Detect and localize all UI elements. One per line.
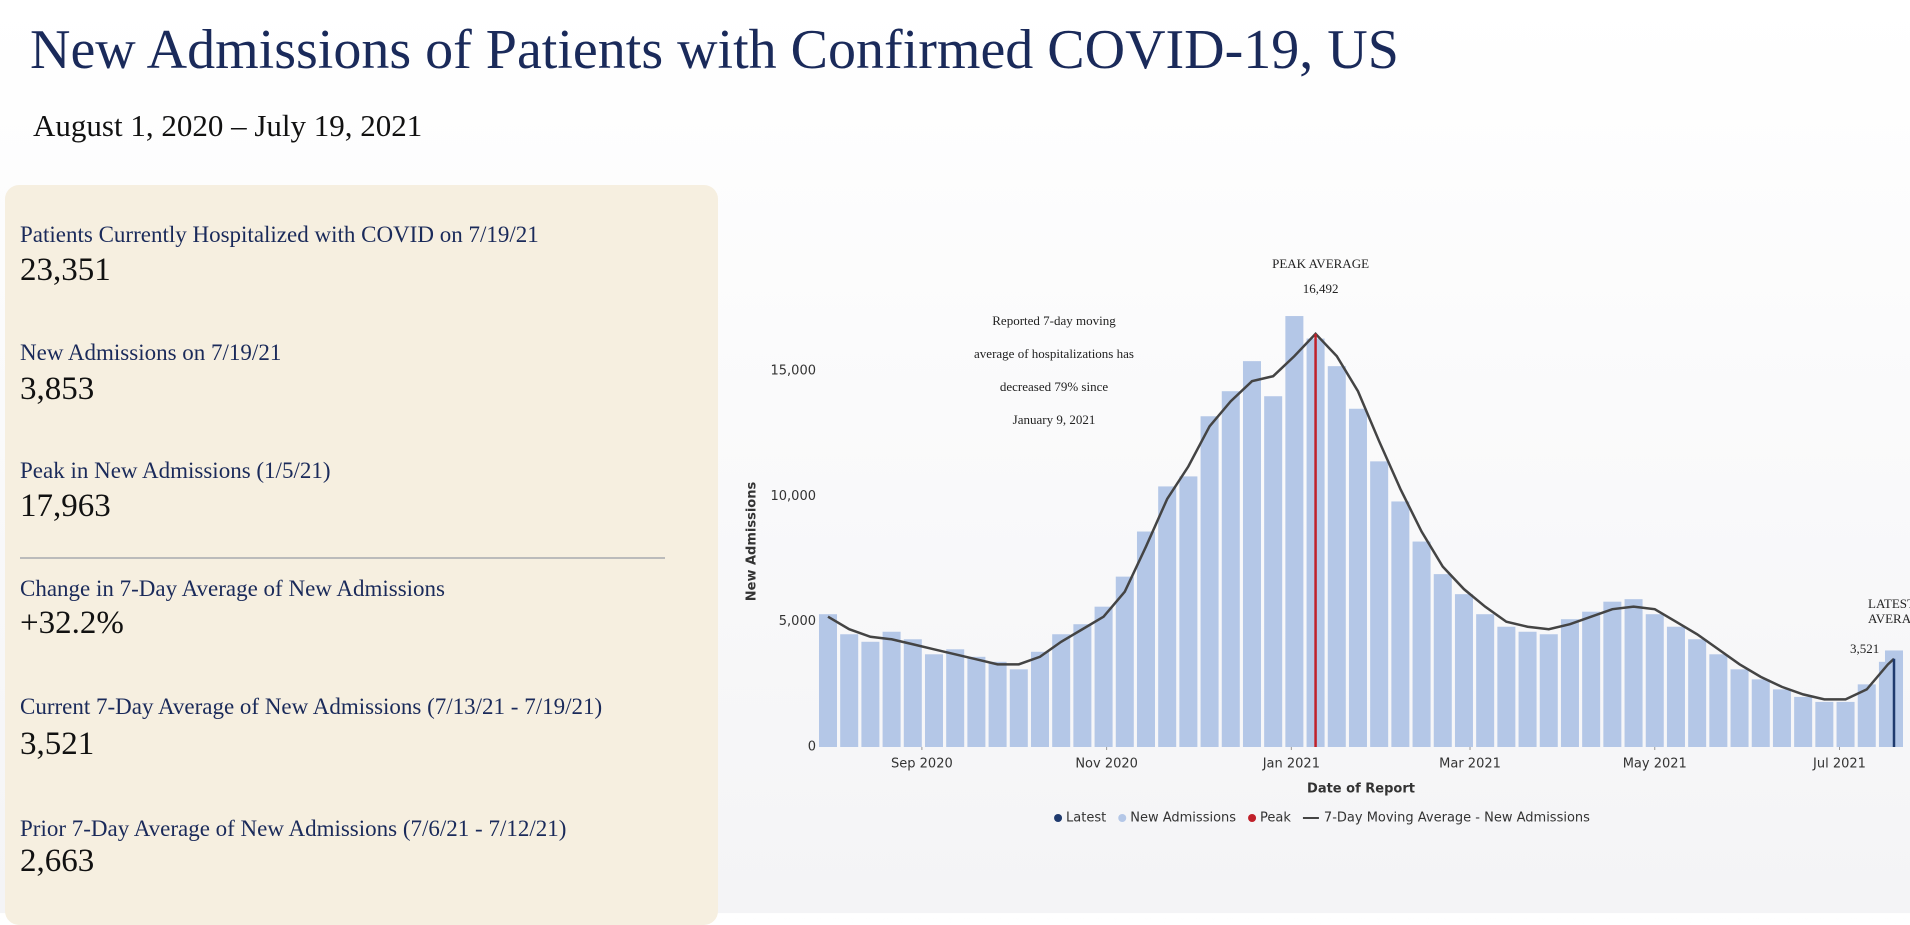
- y-tick-label: 10,000: [771, 489, 817, 504]
- legend-swatch: [1248, 814, 1257, 822]
- bar: [1709, 654, 1728, 747]
- bar: [1009, 669, 1028, 747]
- bar: [1857, 684, 1876, 747]
- latest-label: LATEST: [1868, 596, 1910, 611]
- stat-value: 2,663: [20, 843, 95, 879]
- latest-value: 3,521: [1850, 641, 1879, 656]
- peak-value: 16,492: [1303, 281, 1339, 296]
- x-tick-label: Sep 2020: [891, 757, 953, 772]
- bar: [1772, 689, 1791, 747]
- annotation: average of hospitalizations has: [974, 346, 1134, 361]
- bar: [1836, 701, 1855, 747]
- legend-label: Peak: [1260, 811, 1291, 826]
- latest-label: AVERAGE: [1868, 611, 1910, 626]
- bar: [1582, 611, 1601, 747]
- bar: [1179, 476, 1198, 747]
- bar: [840, 634, 859, 747]
- separator: [20, 557, 665, 559]
- title: New Admissions of Patients with Confirme…: [30, 19, 1399, 81]
- bar: [903, 639, 922, 747]
- annotation: Reported 7-day moving: [992, 313, 1116, 328]
- x-tick-label: Nov 2020: [1075, 757, 1138, 772]
- x-tick-label: Jul 2021: [1812, 757, 1866, 772]
- stat-label: New Admissions on 7/19/21: [20, 340, 282, 365]
- bar: [1285, 316, 1304, 747]
- bar: [1539, 634, 1558, 747]
- bar: [1454, 594, 1473, 747]
- y-tick-label: 0: [808, 740, 816, 755]
- bar: [1264, 396, 1283, 747]
- stat-label: Prior 7-Day Average of New Admissions (7…: [20, 816, 567, 841]
- moving-average-line: [827, 331, 1895, 701]
- bar: [1370, 461, 1389, 747]
- bar: [1073, 624, 1092, 747]
- bar: [1751, 679, 1770, 747]
- stat-value: 3,853: [20, 371, 95, 407]
- bar: [988, 661, 1007, 747]
- x-tick-label: Jan 2021: [1262, 757, 1320, 772]
- bar: [967, 656, 986, 747]
- bar: [1518, 631, 1537, 747]
- y-tick-label: 5,000: [779, 614, 816, 629]
- legend-swatch: [1054, 814, 1063, 822]
- stat-value: +32.2%: [20, 605, 124, 641]
- bar: [1624, 599, 1643, 747]
- bar: [1391, 501, 1410, 747]
- legend-label: Latest: [1066, 811, 1106, 826]
- bar: [1221, 391, 1240, 747]
- legend: Latest New Admissions Peak 7-Day Moving Ave…: [1054, 811, 1590, 826]
- bar: [1348, 408, 1367, 747]
- legend-label: New Admissions: [1130, 811, 1236, 826]
- bar: [1794, 696, 1813, 747]
- stat-value: 17,963: [20, 488, 111, 524]
- peak-label: PEAK AVERAGE: [1272, 256, 1369, 271]
- bar: [1666, 626, 1685, 747]
- bar: [1476, 614, 1495, 747]
- y-tick-label: 15,000: [771, 364, 817, 379]
- legend-label: 7-Day Moving Average - New Admissions: [1324, 811, 1590, 826]
- subtitle: August 1, 2020 – July 19, 2021: [33, 108, 423, 143]
- annotation: decreased 79% since: [1000, 379, 1109, 394]
- bar: [1030, 651, 1049, 747]
- bar: [1327, 366, 1346, 747]
- bar: [882, 631, 901, 747]
- x-tick-label: May 2021: [1623, 757, 1687, 772]
- bar: [1688, 639, 1707, 747]
- bar: [861, 641, 880, 747]
- bar: [1158, 486, 1177, 747]
- stat-value: 23,351: [20, 252, 111, 288]
- stat-label: Change in 7-Day Average of New Admission…: [20, 576, 445, 601]
- bar: [1412, 541, 1431, 747]
- stat-value: 3,521: [20, 726, 95, 762]
- x-axis-label: Date of Report: [1307, 782, 1415, 797]
- bar: [1094, 606, 1113, 747]
- bar: [1242, 361, 1261, 747]
- bar: [1560, 619, 1579, 747]
- bar: [1730, 669, 1749, 747]
- bar: [1052, 634, 1071, 747]
- stat-label: Peak in New Admissions (1/5/21): [20, 458, 331, 483]
- stat-label: Current 7-Day Average of New Admissions …: [20, 694, 603, 719]
- bar: [818, 614, 838, 747]
- bar: [1497, 626, 1516, 747]
- stat-label: Patients Currently Hospitalized with COV…: [20, 222, 539, 247]
- y-axis-label: New Admissions: [745, 482, 760, 602]
- annotation: January 9, 2021: [1013, 412, 1096, 427]
- bar: [1603, 601, 1622, 747]
- bar: [1645, 614, 1664, 747]
- bar: [1200, 416, 1219, 747]
- bar: [1115, 576, 1134, 747]
- bar: [1433, 574, 1452, 747]
- bar: [924, 654, 944, 747]
- stats-panel: Patients Currently Hospitalized with COV…: [5, 185, 718, 925]
- legend-swatch: [1118, 814, 1127, 822]
- bar: [1136, 531, 1155, 747]
- bar: [946, 649, 965, 747]
- bar: [1815, 701, 1834, 747]
- x-tick-label: Mar 2021: [1439, 757, 1501, 772]
